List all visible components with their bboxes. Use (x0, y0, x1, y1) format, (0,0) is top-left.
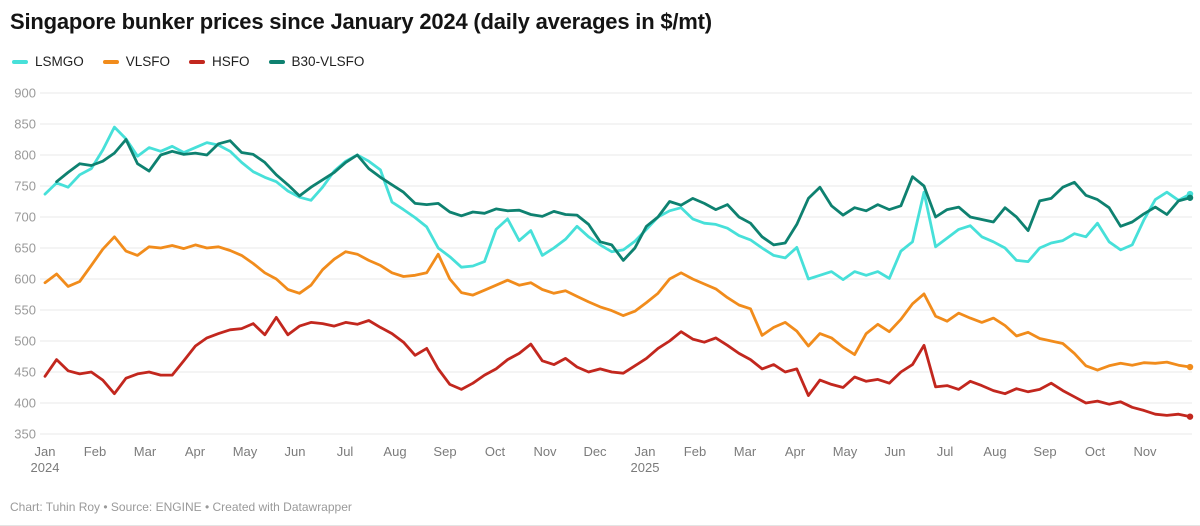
y-axis-tick-label: 900 (14, 86, 36, 101)
series-end-dot-vlsfo (1186, 363, 1194, 371)
y-axis-tick-label: 500 (14, 334, 36, 349)
x-axis-month-label: Feb (684, 444, 706, 459)
legend-label: HSFO (212, 54, 250, 69)
y-axis-tick-label: 700 (14, 210, 36, 225)
y-axis-tick-label: 400 (14, 396, 36, 411)
legend-swatch-icon (102, 59, 119, 64)
legend-label: LSMGO (35, 54, 84, 69)
legend-item-b30-vlsfo: B30-VLSFO (268, 54, 365, 69)
x-axis-month-label: Jul (337, 444, 354, 459)
x-axis-month-label: Sep (1033, 444, 1056, 459)
series-line-hsfo (43, 315, 1192, 419)
series-line-vlsfo (43, 235, 1192, 372)
y-axis-tick-label: 450 (14, 365, 36, 380)
legend-swatch-icon (268, 59, 285, 64)
x-axis-month-label: Mar (734, 444, 757, 459)
x-axis-year-label: 2025 (631, 460, 660, 475)
line-chart: 900850800750700650600550500450400350Jan2… (14, 86, 1194, 475)
x-axis-month-label: May (833, 444, 858, 459)
x-axis-month-label: Jun (885, 444, 906, 459)
x-axis-year-label: 2024 (31, 460, 60, 475)
x-axis-month-label: Nov (1133, 444, 1157, 459)
legend-swatch-icon (189, 59, 206, 64)
series-line-lsmgo (43, 125, 1192, 282)
x-axis-month-label: Mar (134, 444, 157, 459)
y-axis-tick-label: 650 (14, 241, 36, 256)
series-line-b30-vlsfo (55, 138, 1192, 262)
x-axis-month-label: Dec (583, 444, 607, 459)
x-axis-month-label: Jul (937, 444, 954, 459)
x-axis-month-label: Jun (285, 444, 306, 459)
x-axis-month-label: Oct (1085, 444, 1106, 459)
legend-label: B30-VLSFO (291, 54, 365, 69)
y-axis-tick-label: 350 (14, 427, 36, 442)
x-axis-month-label: Oct (485, 444, 506, 459)
legend-item-lsmgo: LSMGO (12, 54, 84, 69)
x-axis-month-label: Jan (635, 444, 656, 459)
chart-title: Singapore bunker prices since January 20… (10, 9, 712, 34)
legend-item-vlsfo: VLSFO (102, 54, 171, 69)
series-end-dot-b30-vlsfo (1186, 194, 1194, 201)
x-axis-month-label: Jan (35, 444, 56, 459)
x-axis-month-label: Feb (84, 444, 106, 459)
y-axis-tick-label: 850 (14, 117, 36, 132)
y-axis-tick-label: 550 (14, 303, 36, 318)
x-axis-month-label: Apr (185, 444, 206, 459)
legend: LSMGO VLSFO HSFO B30-VLSFO (12, 54, 364, 69)
y-axis-tick-label: 750 (14, 179, 36, 194)
attribution-footer: Chart: Tuhin Roy • Source: ENGINE • Crea… (10, 500, 352, 514)
x-axis-month-label: Nov (533, 444, 557, 459)
legend-swatch-icon (12, 59, 28, 64)
x-axis-month-label: Aug (383, 444, 406, 459)
series-end-dot-hsfo (1186, 413, 1194, 420)
y-axis-tick-label: 800 (14, 148, 36, 163)
y-axis-tick-label: 600 (14, 272, 36, 287)
legend-label: VLSFO (125, 54, 171, 69)
x-axis-month-label: May (233, 444, 258, 459)
x-axis-month-label: Apr (785, 444, 806, 459)
legend-item-hsfo: HSFO (189, 54, 250, 69)
x-axis-month-label: Aug (983, 444, 1006, 459)
x-axis-month-label: Sep (433, 444, 456, 459)
